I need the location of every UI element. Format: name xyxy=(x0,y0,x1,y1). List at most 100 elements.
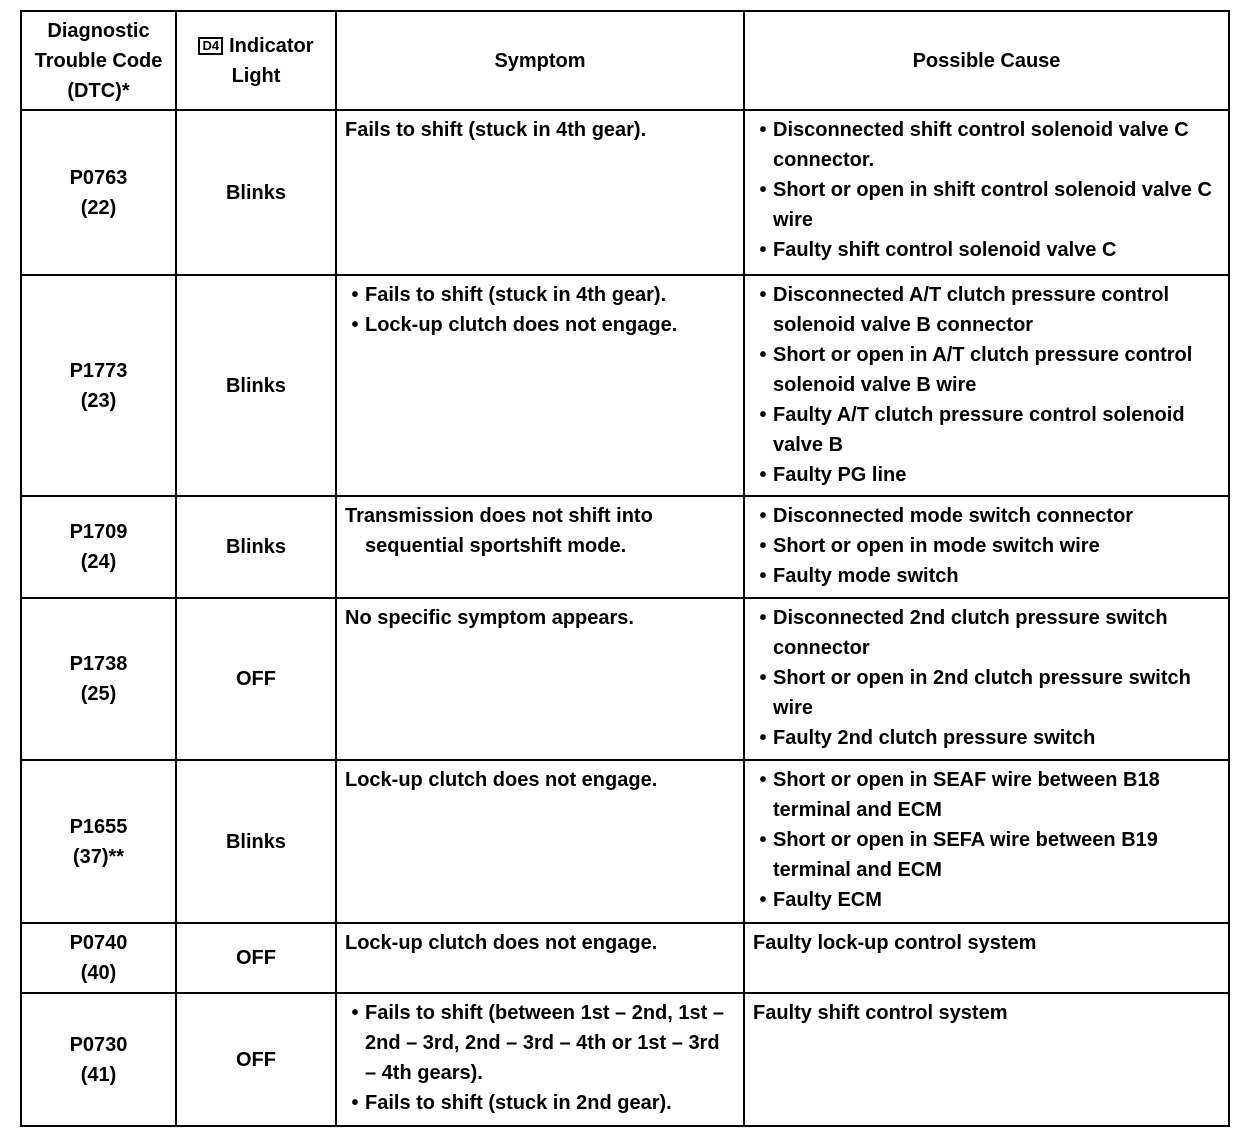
indicator-light-cell: Blinks xyxy=(175,274,337,497)
header-row: Diagnostic Trouble Code (DTC)* D4 Indicat… xyxy=(20,10,1230,111)
cause-list: Faulty shift control system xyxy=(753,998,1220,1028)
symptom-item: No specific symptom appears. xyxy=(345,607,634,629)
symptom-cell: Fails to shift (stuck in 4th gear). xyxy=(335,109,745,276)
symptom-cell: Fails to shift (between 1st – 2nd, 1st –… xyxy=(335,992,745,1127)
symptom-list: Lock-up clutch does not engage. xyxy=(345,928,735,958)
dtc-number: (41) xyxy=(80,1063,117,1086)
cause-list: Short or open in SEAF wire between B18 t… xyxy=(753,765,1220,915)
cause-item: Disconnected shift control solenoid valv… xyxy=(753,115,1220,175)
table-row: P0740 (40) OFF Lock-up clutch does not enga… xyxy=(20,922,1230,994)
dtc-cell: P1773 (23) xyxy=(20,274,177,497)
cause-item: Faulty lock-up control system xyxy=(753,932,1037,954)
cause-item: Disconnected A/T clutch pressure control… xyxy=(753,280,1220,340)
dtc-cell: P1709 (24) xyxy=(20,495,177,599)
symptom-item: Fails to shift (between 1st – 2nd, 1st –… xyxy=(345,998,735,1088)
symptom-list: Transmission does not shift into sequent… xyxy=(345,501,735,561)
cause-cell: Faulty shift control system xyxy=(743,992,1230,1127)
cause-item: Short or open in SEFA wire between B19 t… xyxy=(753,825,1220,885)
symptom-item: Fails to shift (stuck in 4th gear). xyxy=(345,119,647,141)
table-row: P1655 (37)** Blinks Lock-up clutch does not… xyxy=(20,759,1230,924)
dtc-code: P1738 xyxy=(69,653,128,675)
header-dtc-line: Trouble Code xyxy=(34,49,163,72)
indicator-light-cell: Blinks xyxy=(175,759,337,924)
symptom-item: Lock-up clutch does not engage. xyxy=(345,932,658,954)
symptom-item: Fails to shift (stuck in 2nd gear). xyxy=(345,1088,735,1118)
cause-item: Faulty PG line xyxy=(753,460,1220,490)
dtc-code: P0763 xyxy=(69,166,128,189)
symptom-list: Lock-up clutch does not engage. xyxy=(345,765,735,795)
header-indicator-line: Indicator xyxy=(229,34,314,57)
indicator-light-cell: OFF xyxy=(175,922,337,994)
dtc-number: (24) xyxy=(80,551,117,573)
dtc-number: (40) xyxy=(80,962,117,984)
table-row: P1738 (25) OFF No specific symptom appears.… xyxy=(20,597,1230,761)
cause-item: Short or open in shift control solenoid … xyxy=(753,175,1220,235)
cause-item: Short or open in A/T clutch pressure con… xyxy=(753,340,1220,400)
dtc-cell: P0763 (22) xyxy=(20,109,177,276)
dtc-code: P1773 xyxy=(69,359,128,382)
cause-item: Short or open in mode switch wire xyxy=(753,531,1220,561)
symptom-cell: Lock-up clutch does not engage. xyxy=(335,922,745,994)
dtc-cell: P0730 (41) xyxy=(20,992,177,1127)
dtc-table: Diagnostic Trouble Code (DTC)* D4 Indicat… xyxy=(20,10,1230,1127)
symptom-list: No specific symptom appears. xyxy=(345,603,735,633)
table-row: P0763 (22) Blinks Fails to shift (stuck in … xyxy=(20,109,1230,276)
indicator-light-cell: OFF xyxy=(175,992,337,1127)
cause-list: Disconnected shift control solenoid valv… xyxy=(753,115,1220,265)
symptom-list: Fails to shift (between 1st – 2nd, 1st –… xyxy=(345,998,735,1118)
symptom-cell: Lock-up clutch does not engage. xyxy=(335,759,745,924)
dtc-code: P1709 xyxy=(69,521,128,543)
symptom-cell: No specific symptom appears. xyxy=(335,597,745,761)
cause-item: Disconnected 2nd clutch pressure switch … xyxy=(753,603,1220,663)
indicator-light-cell: Blinks xyxy=(175,495,337,599)
cause-cell: Faulty lock-up control system xyxy=(743,922,1230,994)
table-row: P1709 (24) Blinks Transmission does not shi… xyxy=(20,495,1230,599)
dtc-number: (23) xyxy=(80,389,117,412)
dtc-cell: P1738 (25) xyxy=(20,597,177,761)
cause-item: Faulty shift control solenoid valve C xyxy=(753,235,1220,265)
cause-cell: Disconnected A/T clutch pressure control… xyxy=(743,274,1230,497)
d4-indicator-icon: D4 xyxy=(198,36,224,55)
dtc-code: P0730 xyxy=(69,1033,128,1056)
symptom-item: Lock-up clutch does not engage. xyxy=(345,310,735,340)
symptom-item: Lock-up clutch does not engage. xyxy=(345,769,658,791)
indicator-light-cell: Blinks xyxy=(175,109,337,276)
cause-list: Disconnected 2nd clutch pressure switch … xyxy=(753,603,1220,753)
symptom-item: Fails to shift (stuck in 4th gear). xyxy=(345,280,735,310)
header-cause: Possible Cause xyxy=(743,10,1230,111)
symptom-cell: Fails to shift (stuck in 4th gear).Lock-… xyxy=(335,274,745,497)
symptom-list: Fails to shift (stuck in 4th gear). xyxy=(345,115,735,145)
header-dtc: Diagnostic Trouble Code (DTC)* xyxy=(20,10,177,111)
header-symptom: Symptom xyxy=(335,10,745,111)
cause-cell: Short or open in SEAF wire between B18 t… xyxy=(743,759,1230,924)
dtc-number: (37)** xyxy=(72,845,125,868)
cause-item: Faulty A/T clutch pressure control solen… xyxy=(753,400,1220,460)
cause-list: Disconnected A/T clutch pressure control… xyxy=(753,280,1220,490)
cause-cell: Disconnected shift control solenoid valv… xyxy=(743,109,1230,276)
dtc-number: (25) xyxy=(80,683,117,705)
cause-list: Disconnected mode switch connectorShort … xyxy=(753,501,1220,591)
symptom-list: Fails to shift (stuck in 4th gear).Lock-… xyxy=(345,280,735,340)
cause-cell: Disconnected 2nd clutch pressure switch … xyxy=(743,597,1230,761)
cause-item: Short or open in SEAF wire between B18 t… xyxy=(753,765,1220,825)
cause-cell: Disconnected mode switch connectorShort … xyxy=(743,495,1230,599)
symptom-cell: Transmission does not shift into sequent… xyxy=(335,495,745,599)
table-row: P0730 (41) OFFFails to shift (between 1st … xyxy=(20,992,1230,1127)
dtc-number: (22) xyxy=(80,196,117,219)
indicator-light-cell: OFF xyxy=(175,597,337,761)
dtc-cell: P0740 (40) xyxy=(20,922,177,994)
header-indicator: D4 Indicator Light xyxy=(175,10,337,111)
cause-item: Short or open in 2nd clutch pressure swi… xyxy=(753,663,1220,723)
header-dtc-line: (DTC)* xyxy=(67,79,130,102)
dtc-code: P0740 xyxy=(69,932,128,954)
cause-list: Faulty lock-up control system xyxy=(753,928,1220,958)
cause-item: Faulty mode switch xyxy=(753,561,1220,591)
header-indicator-line: Light xyxy=(231,64,281,87)
header-dtc-line: Diagnostic xyxy=(47,19,150,42)
cause-item: Disconnected mode switch connector xyxy=(753,501,1220,531)
cause-item: Faulty ECM xyxy=(753,885,1220,915)
symptom-item: Transmission does not shift into sequent… xyxy=(345,505,653,557)
cause-item: Faulty 2nd clutch pressure switch xyxy=(753,723,1220,753)
cause-item: Faulty shift control system xyxy=(753,1002,1008,1024)
